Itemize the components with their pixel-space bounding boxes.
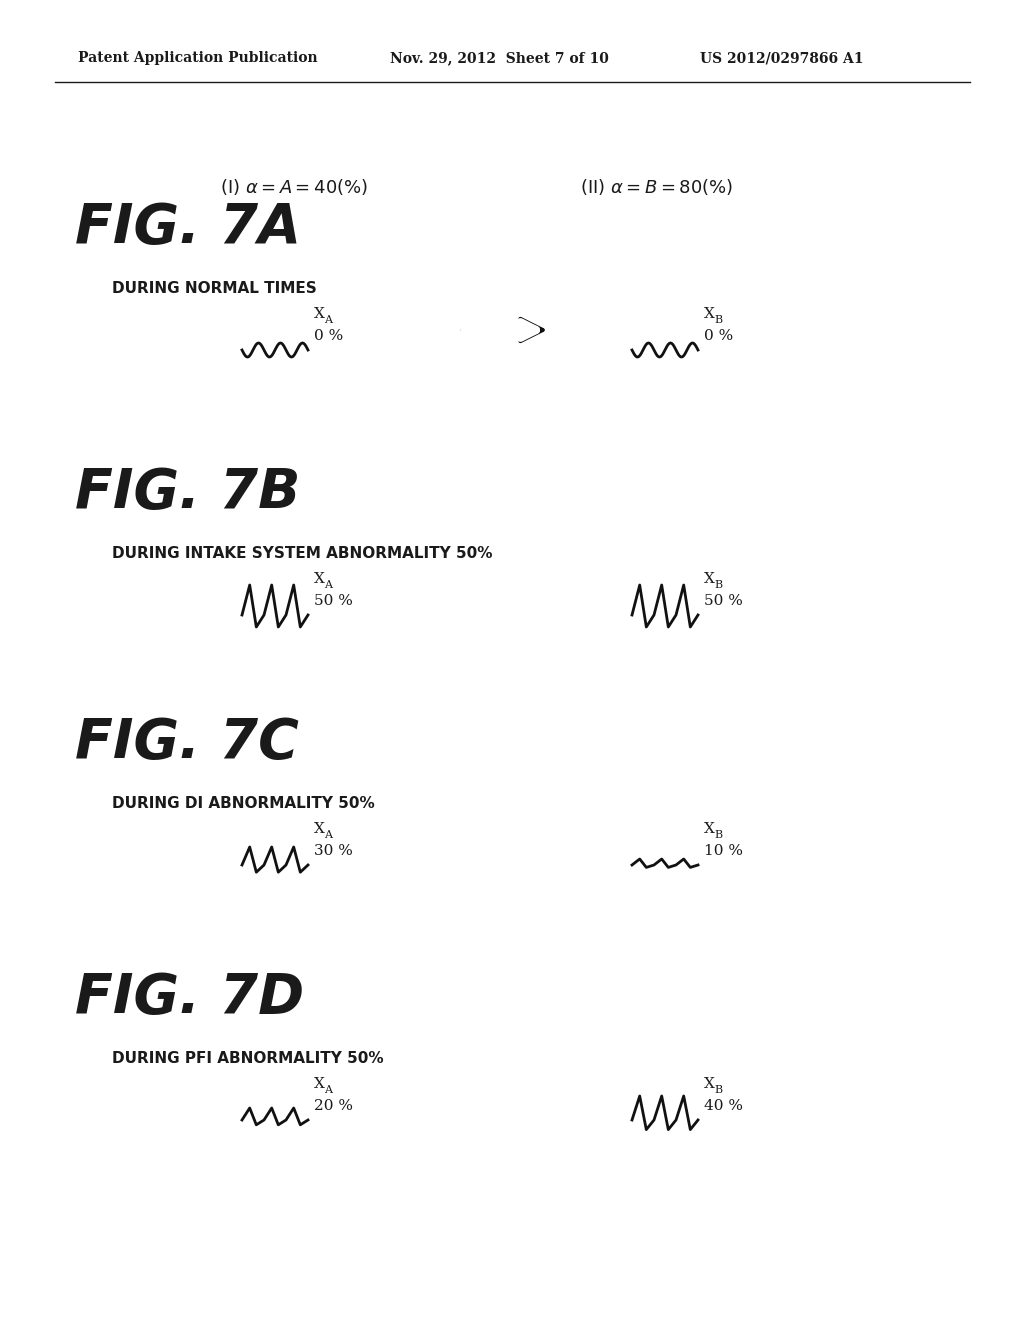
Text: 10 %: 10 % [705,843,743,858]
Text: X: X [705,1077,715,1092]
Text: A: A [324,830,332,840]
Text: B: B [714,315,722,325]
Text: FIG. 7A: FIG. 7A [75,201,301,255]
Text: Patent Application Publication: Patent Application Publication [78,51,317,65]
Text: X: X [314,572,325,586]
Text: FIG. 7B: FIG. 7B [75,466,300,520]
Text: A: A [324,1085,332,1096]
Text: 50 %: 50 % [705,594,742,609]
Text: B: B [714,579,722,590]
Text: A: A [324,579,332,590]
Text: X: X [705,308,715,321]
Text: A: A [324,315,332,325]
Text: DURING NORMAL TIMES: DURING NORMAL TIMES [112,281,316,296]
Text: DURING INTAKE SYSTEM ABNORMALITY 50%: DURING INTAKE SYSTEM ABNORMALITY 50% [112,546,493,561]
Text: 50 %: 50 % [314,594,353,609]
Text: B: B [714,830,722,840]
Text: B: B [714,1085,722,1096]
Text: X: X [314,822,325,836]
Text: 30 %: 30 % [314,843,353,858]
Text: 0 %: 0 % [705,329,733,343]
Text: DURING DI ABNORMALITY 50%: DURING DI ABNORMALITY 50% [112,796,375,810]
Text: $( \mathrm{II} )\ \alpha = B = 80(\%)$: $( \mathrm{II} )\ \alpha = B = 80(\%)$ [580,177,733,197]
Text: 40 %: 40 % [705,1100,743,1113]
Text: 20 %: 20 % [314,1100,353,1113]
Text: FIG. 7C: FIG. 7C [75,715,299,770]
Text: X: X [705,822,715,836]
Text: $( \mathrm{I} )\ \alpha = A = 40(\%)$: $( \mathrm{I} )\ \alpha = A = 40(\%)$ [220,177,368,197]
Text: X: X [314,1077,325,1092]
Text: FIG. 7D: FIG. 7D [75,972,304,1026]
Text: US 2012/0297866 A1: US 2012/0297866 A1 [700,51,863,65]
Text: DURING PFI ABNORMALITY 50%: DURING PFI ABNORMALITY 50% [112,1051,384,1067]
Text: 0 %: 0 % [314,329,343,343]
Text: X: X [314,308,325,321]
Text: X: X [705,572,715,586]
Text: Nov. 29, 2012  Sheet 7 of 10: Nov. 29, 2012 Sheet 7 of 10 [390,51,609,65]
